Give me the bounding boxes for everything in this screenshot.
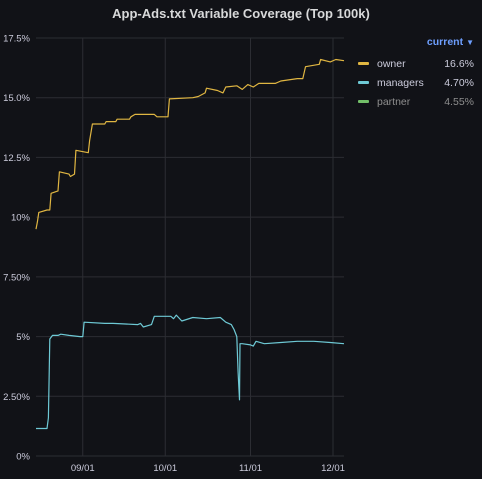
legend: current ▼ owner 16.6% managers 4.70% partner 4… — [358, 36, 474, 111]
y-tick-label: 12.5% — [3, 153, 30, 164]
legend-swatch — [358, 81, 369, 84]
grid — [36, 37, 344, 457]
legend-swatch — [358, 100, 369, 103]
y-axis-ticks: 0% 2.50% 5% 7.50% 10% 12.5% 15.0% 17.5% — [3, 34, 30, 463]
legend-item-name: owner — [377, 57, 406, 70]
y-tick-label: 0% — [16, 452, 30, 463]
x-axis-ticks: 09/01 10/01 11/01 12/01 — [71, 463, 345, 474]
x-tick-label: 12/01 — [321, 463, 345, 474]
series-line-owner — [35, 58, 345, 230]
y-tick-label: 15.0% — [3, 93, 30, 104]
legend-item-name: partner — [377, 95, 411, 108]
legend-sort-header[interactable]: current ▼ — [358, 36, 474, 48]
legend-swatch — [358, 62, 369, 65]
x-tick-label: 09/01 — [71, 463, 95, 474]
y-tick-label: 2.50% — [3, 392, 30, 403]
series-lines — [35, 58, 345, 430]
panel-title: App-Ads.txt Variable Coverage (Top 100k) — [112, 6, 370, 21]
legend-item-value: 16.6% — [444, 57, 474, 70]
series-line-managers — [36, 314, 345, 430]
y-tick-label: 10% — [11, 213, 31, 224]
legend-item-value: 4.55% — [444, 95, 474, 108]
legend-item-partner[interactable]: partner 4.55% — [358, 92, 474, 111]
legend-header-label: current — [426, 36, 464, 48]
x-tick-label: 10/01 — [153, 463, 177, 474]
legend-item-name: managers — [377, 76, 424, 89]
legend-item-value: 4.70% — [444, 76, 474, 89]
legend-item-owner[interactable]: owner 16.6% — [358, 54, 474, 73]
legend-item-managers[interactable]: managers 4.70% — [358, 73, 474, 92]
y-tick-label: 17.5% — [3, 34, 30, 45]
chevron-down-icon: ▼ — [466, 38, 474, 47]
y-tick-label: 5% — [16, 332, 30, 343]
y-tick-label: 7.50% — [3, 272, 30, 283]
x-tick-label: 11/01 — [239, 463, 262, 474]
legend-rows: owner 16.6% managers 4.70% partner 4.55% — [358, 54, 474, 111]
